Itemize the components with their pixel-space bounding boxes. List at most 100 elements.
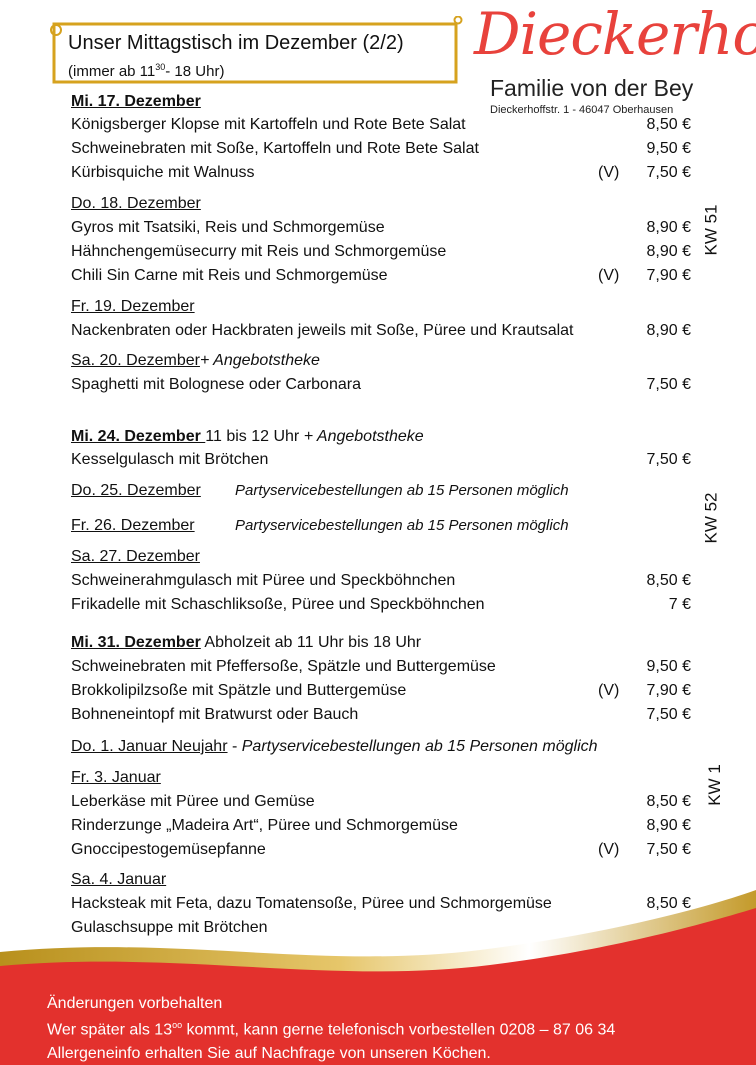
row-text: Do. 1. Januar Neujahr - Partyservicebest…	[71, 737, 598, 757]
menu-item: Chili Sin Carne mit Reis und Schmorgemüs…	[71, 266, 691, 286]
row-text: Do. 25. Dezember Partyservicebestellunge…	[71, 481, 569, 501]
day-heading: Do. 1. Januar Neujahr - Partyservicebest…	[71, 737, 691, 757]
menu-item: Königsberger Klopse mit Kartoffeln und R…	[71, 115, 691, 135]
row-text: Nackenbraten oder Hackbraten jeweils mit…	[71, 321, 573, 341]
price: 9,50 €	[646, 140, 691, 157]
day-label: Mi. 31. Dezember	[71, 634, 201, 651]
vegetarian-badge: (V)	[598, 841, 620, 858]
day-extra: -	[227, 738, 242, 755]
hours-end: - 18 Uhr)	[165, 63, 225, 80]
menu-item: Rinderzunge „Madeira Art“, Püree und Sch…	[71, 816, 691, 836]
row-text: Mi. 24. Dezember 11 bis 12 Uhr + Angebot…	[71, 427, 424, 447]
day-extra: Abholzeit ab 11 Uhr bis 18 Uhr	[200, 634, 422, 651]
week-label: KW 1	[704, 764, 724, 806]
menu-item: Gnoccipestogemüsepfanne (V) 7,50 €	[71, 840, 691, 860]
price: 8,90 €	[646, 219, 691, 236]
dish-name: Kürbisquiche mit Walnuss	[71, 164, 255, 181]
price: 8,90 €	[646, 322, 691, 339]
family-name: Familie von der Bey	[490, 75, 694, 101]
day-label: Fr. 26. Dezember	[71, 517, 195, 534]
dish-name: Leberkäse mit Püree und Gemüse	[71, 793, 315, 810]
menu-item: Kürbisquiche mit Walnuss (V) 7,50 €	[71, 163, 691, 183]
day-heading: Sa. 20. Dezember+ Angebotstheke	[71, 351, 691, 371]
day-heading: Sa. 4. Januar	[71, 870, 691, 890]
hours-start: (immer ab 11	[68, 63, 156, 80]
menu-item: Frikadelle mit Schaschliksoße, Püree und…	[71, 595, 691, 615]
row-text: Kürbisquiche mit Walnuss	[71, 163, 254, 183]
week-label: KW 51	[701, 204, 721, 256]
page-title: Unser Mittagstisch im Dezember (2/2)	[68, 32, 404, 54]
price: 9,50 €	[646, 658, 691, 675]
day-note: Partyservicebestellungen ab 15 Personen …	[241, 738, 598, 755]
day-label: Mi. 17. Dezember	[71, 93, 201, 110]
row-text: Gnoccipestogemüsepfanne	[71, 840, 266, 860]
dish-name: Kesselgulasch mit Brötchen	[71, 451, 269, 468]
vegetarian-badge: (V)	[598, 267, 620, 284]
dish-name: Schweinerahmgulasch mit Püree und Speckb…	[71, 572, 456, 589]
dish-name: Hacksteak mit Feta, dazu Tomatensoße, Pü…	[71, 895, 552, 912]
row-text: Rinderzunge „Madeira Art“, Püree und Sch…	[71, 816, 458, 836]
dish-name: Rinderzunge „Madeira Art“, Püree und Sch…	[71, 817, 458, 834]
dish-name: Spaghetti mit Bolognese oder Carbonara	[71, 376, 361, 393]
order-phone: kommt, kann gerne telefonisch vorbestell…	[182, 1021, 616, 1039]
row-text: Hacksteak mit Feta, dazu Tomatensoße, Pü…	[71, 894, 552, 914]
hours-sup: 30	[155, 62, 166, 72]
menu-item: Schweinerahmgulasch mit Püree und Speckb…	[71, 571, 691, 591]
price: 8,50 €	[646, 895, 691, 912]
price: 8,50 €	[646, 116, 691, 133]
price: 7,90 €	[646, 267, 691, 284]
day-heading: Do. 25. Dezember Partyservicebestellunge…	[71, 481, 691, 501]
day-heading: Fr. 3. Januar	[71, 768, 691, 788]
day-heading: Mi. 24. Dezember 11 bis 12 Uhr + Angebot…	[71, 427, 691, 447]
menu-item: Nackenbraten oder Hackbraten jeweils mit…	[71, 321, 691, 341]
menu-item: Schweinebraten mit Soße, Kartoffeln und …	[71, 139, 691, 159]
dish-name: Brokkolipilzsoße mit Spätzle und Butterg…	[71, 682, 407, 699]
day-label: Do. 18. Dezember	[71, 195, 201, 212]
price: 8,90 €	[646, 243, 691, 260]
day-label: Sa. 4. Januar	[71, 871, 167, 888]
opening-hours: (immer ab 1130- 18 Uhr)	[68, 62, 224, 80]
row-text: Schweinebraten mit Pfeffersoße, Spätzle …	[71, 657, 496, 677]
row-text: Leberkäse mit Püree und Gemüse	[71, 792, 315, 812]
row-text: Bohneneintopf mit Bratwurst oder Bauch	[71, 705, 358, 725]
menu-item: Hähnchengemüsecurry mit Reis und Schmorg…	[71, 242, 691, 262]
menu-item: Leberkäse mit Püree und Gemüse 8,50 €	[71, 792, 691, 812]
menu-item: Schweinebraten mit Pfeffersoße, Spätzle …	[71, 657, 691, 677]
row-text: Gyros mit Tsatsiki, Reis und Schmorgemüs…	[71, 218, 385, 238]
footer-wave	[0, 890, 756, 1065]
row-text: Mi. 31. Dezember Abholzeit ab 11 Uhr bis…	[71, 633, 421, 653]
day-heading: Mi. 31. Dezember Abholzeit ab 11 Uhr bis…	[71, 633, 691, 653]
vegetarian-badge: (V)	[598, 682, 620, 699]
price: 7,50 €	[646, 841, 691, 858]
dish-name: Hähnchengemüsecurry mit Reis und Schmorg…	[71, 243, 447, 260]
price: 8,90 €	[646, 817, 691, 834]
day-note: Partyservicebestellungen ab 15 Personen …	[235, 482, 569, 499]
row-text: Fr. 19. Dezember	[71, 297, 195, 317]
day-heading: Mi. 17. Dezember	[71, 92, 691, 112]
menu-item: Brokkolipilzsoße mit Spätzle und Butterg…	[71, 681, 691, 701]
menu-item: Bohneneintopf mit Bratwurst oder Bauch 7,…	[71, 705, 691, 725]
price: 7,90 €	[646, 682, 691, 699]
row-text: Fr. 3. Januar	[71, 768, 161, 788]
dish-name: Nackenbraten oder Hackbraten jeweils mit…	[71, 322, 574, 339]
order-sup: oo	[172, 1020, 183, 1030]
day-label: Mi. 24. Dezember	[71, 428, 206, 445]
footer-order-info: Wer später als 13oo kommt, kann gerne te…	[47, 1020, 615, 1039]
day-label: Do. 1. Januar Neujahr	[71, 738, 228, 755]
row-text: Sa. 20. Dezember+ Angebotstheke	[71, 351, 320, 371]
row-text: Mi. 17. Dezember	[71, 92, 201, 112]
row-text: Chili Sin Carne mit Reis und Schmorgemüs…	[71, 266, 388, 286]
day-extra: 11 bis 12 Uhr	[205, 428, 304, 445]
row-text: Hähnchengemüsecurry mit Reis und Schmorg…	[71, 242, 446, 262]
address: Dieckerhoffstr. 1 - 46047 Oberhausen	[490, 104, 674, 116]
row-text: Gulaschsuppe mit Brötchen	[71, 918, 268, 938]
day-note: + Angebotstheke	[303, 428, 424, 445]
dish-name: Chili Sin Carne mit Reis und Schmorgemüs…	[71, 267, 388, 284]
menu-item: Spaghetti mit Bolognese oder Carbonara 7,…	[71, 375, 691, 395]
price: 8,50 €	[646, 572, 691, 589]
price: 7,50 €	[646, 451, 691, 468]
dish-name: Frikadelle mit Schaschliksoße, Püree und…	[71, 596, 485, 613]
row-text: Königsberger Klopse mit Kartoffeln und R…	[71, 115, 466, 135]
day-heading: Fr. 19. Dezember	[71, 297, 691, 317]
day-heading: Fr. 26. Dezember Partyservicebestellunge…	[71, 516, 691, 536]
